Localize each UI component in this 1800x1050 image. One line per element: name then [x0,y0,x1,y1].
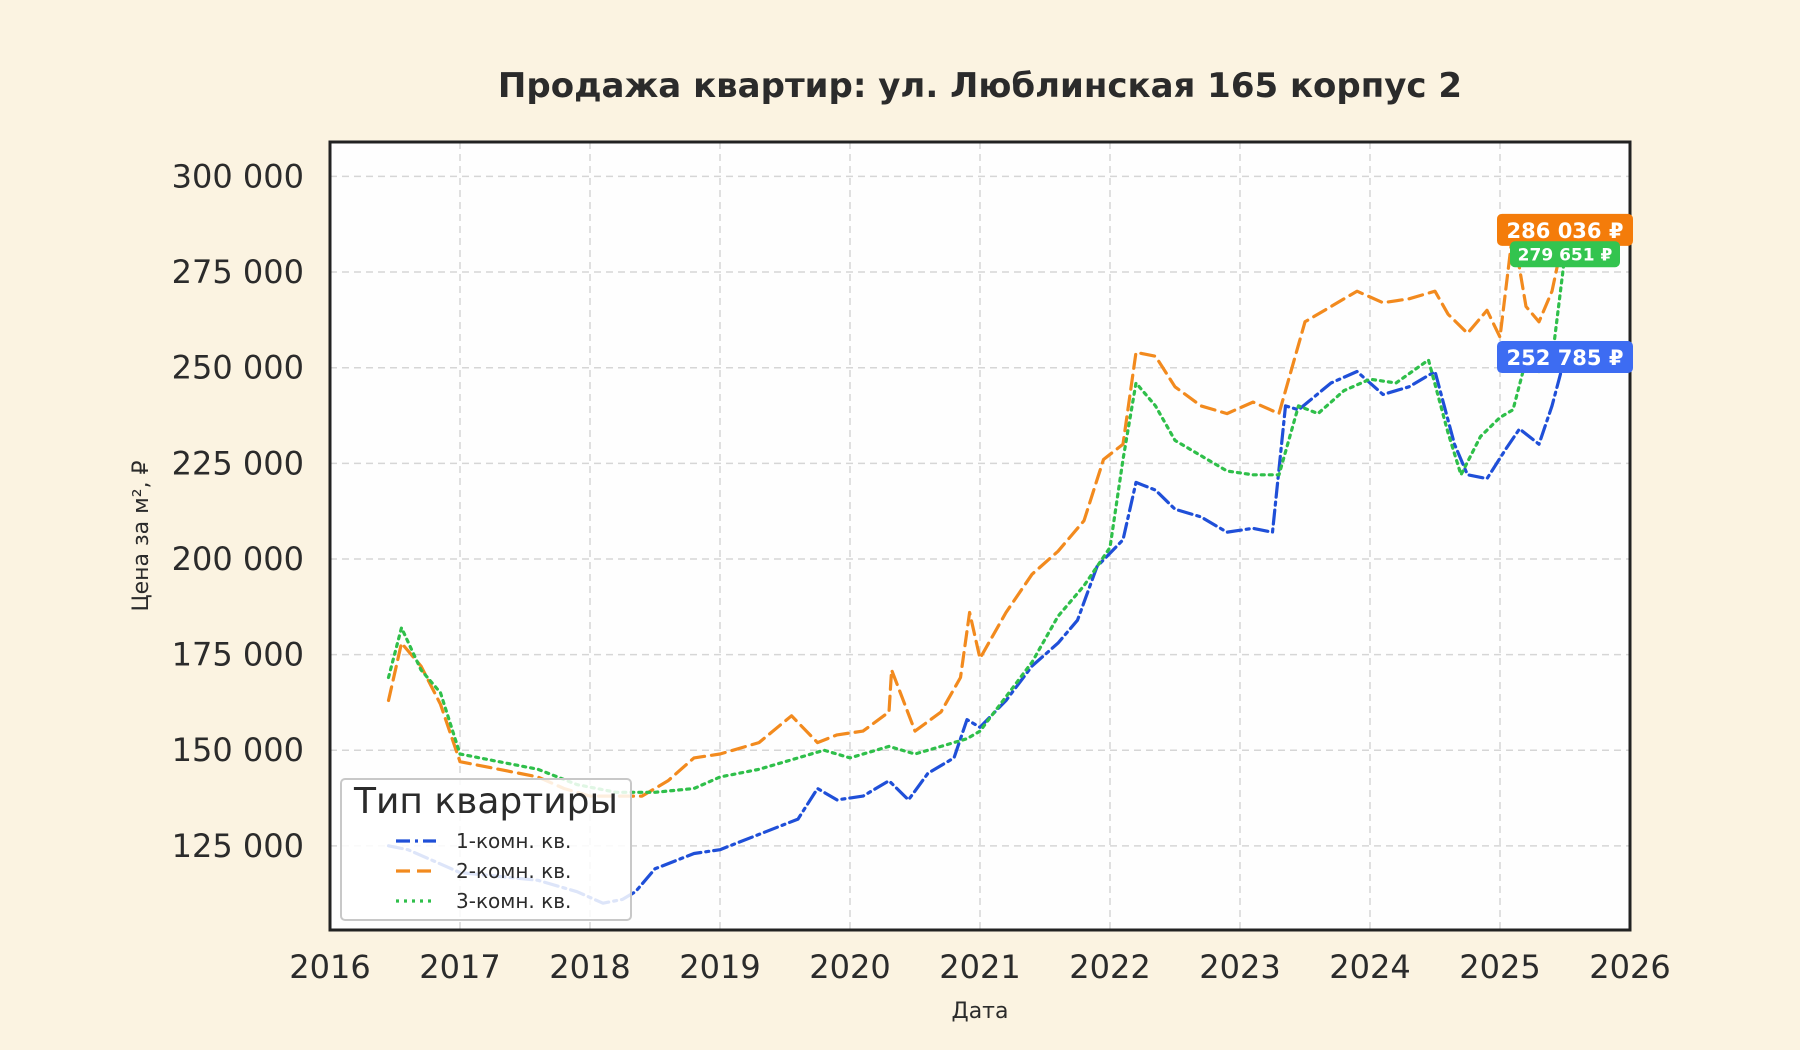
x-tick-label: 2016 [289,948,370,986]
end-label-badge [1497,213,1633,246]
y-tick-label: 250 000 [172,349,304,387]
y-tick-label: 125 000 [172,827,304,865]
y-tick-label: 200 000 [172,540,304,578]
legend-title: Тип квартиры [353,781,618,822]
x-tick-label: 2017 [419,948,500,986]
x-tick-label: 2021 [939,948,1020,986]
legend-label: 1-комн. кв. [456,829,571,853]
x-tick-label: 2019 [679,948,760,986]
legend-label: 2-комн. кв. [456,859,571,883]
legend-items: 1-комн. кв. 2-комн. кв. 3-комн. кв. [396,829,571,913]
x-tick-label: 2025 [1459,948,1540,986]
y-tick-label: 275 000 [172,253,304,291]
plot-frame [328,140,1632,932]
y-tick-label: 175 000 [172,636,304,674]
end-label-badge [1497,341,1633,374]
ticks: 2016 2017 2018 2019 2020 2021 2022 2023 2024 2025… [172,157,1671,986]
x-axis-title: Дата [952,999,1009,1024]
end-label-badge [1510,241,1620,268]
y-axis-title: Цена за м², ₽ [129,460,154,611]
legend-label: 3-комн. кв. [456,889,571,913]
x-tick-label: 2023 [1199,948,1280,986]
x-tick-label: 2026 [1589,948,1670,986]
y-tick-label: 150 000 [172,731,304,769]
end-label-text: 286 036 ₽ [1507,219,1624,243]
legend: Тип квартиры 1-комн. кв. 2-комн. кв. 3-ком… [340,778,632,921]
y-tick-label: 225 000 [172,444,304,482]
end-label-text: 279 651 ₽ [1518,245,1613,265]
chart-title: Продажа квартир: ул. Люблинская 165 корп… [498,66,1462,106]
y-tick-label: 300 000 [172,157,304,195]
end-label-text: 252 785 ₽ [1507,346,1624,370]
end-labels: 286 036 ₽279 651 ₽ 252 785 ₽ [1497,213,1633,374]
x-tick-label: 2024 [1329,948,1410,986]
legend-box [340,778,632,921]
x-tick-label: 2020 [809,948,890,986]
x-tick-label: 2022 [1069,948,1150,986]
x-tick-label: 2018 [549,948,630,986]
series-line-2 [386,228,1567,798]
